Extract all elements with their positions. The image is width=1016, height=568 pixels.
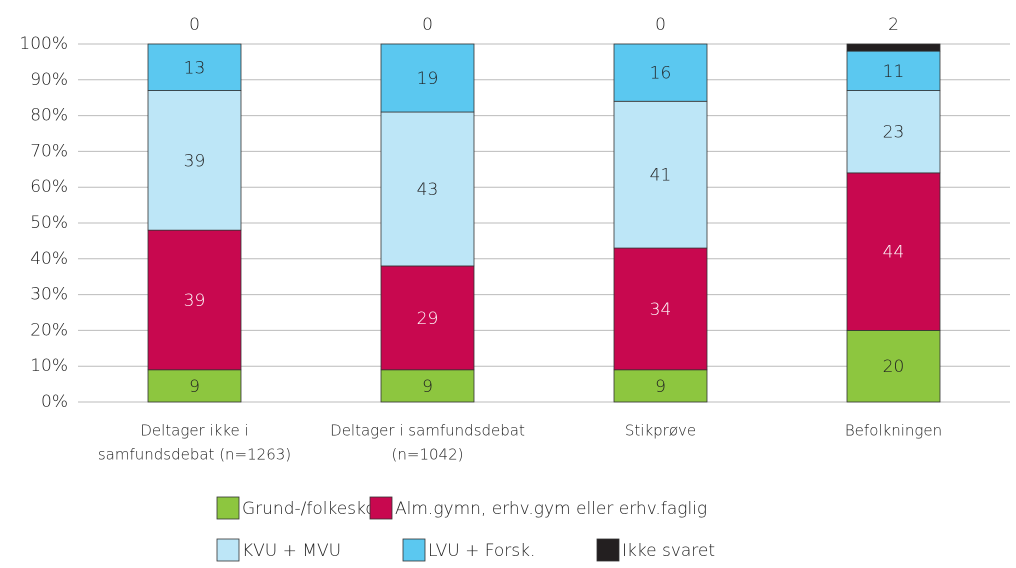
y-tick-label: 50% bbox=[30, 213, 68, 233]
bar-segment bbox=[846, 50, 941, 91]
bar-segment bbox=[846, 90, 941, 174]
bar-segment bbox=[147, 229, 242, 371]
bar-segment bbox=[380, 265, 475, 371]
data-label: 0 bbox=[422, 15, 433, 35]
y-tick-label: 10% bbox=[30, 356, 68, 376]
data-label: 16 bbox=[650, 64, 672, 84]
y-tick-label: 80% bbox=[30, 106, 68, 126]
legend-swatch bbox=[216, 496, 240, 520]
data-label: 2 bbox=[888, 15, 899, 35]
x-tick-label: samfundsdebat (n=1263) bbox=[98, 446, 291, 464]
legend-swatch bbox=[369, 496, 393, 520]
data-label: 41 bbox=[650, 166, 672, 186]
legend-label: LVU + Forsk. bbox=[428, 541, 535, 561]
x-tick-label: Stikprøve bbox=[625, 422, 696, 440]
data-label: 39 bbox=[184, 151, 206, 171]
bar-segment bbox=[613, 100, 708, 249]
bar-segment bbox=[147, 43, 242, 91]
bar-segment bbox=[613, 43, 708, 102]
y-tick-label: 20% bbox=[30, 320, 68, 340]
bar-segment bbox=[846, 329, 941, 403]
bar-segment bbox=[846, 43, 941, 52]
bar-segment bbox=[147, 90, 242, 231]
x-tick-label: Deltager ikke i bbox=[140, 422, 248, 440]
bar-segment bbox=[147, 369, 242, 403]
legend-label: KVU + MVU bbox=[242, 541, 341, 561]
y-tick-label: 90% bbox=[30, 70, 68, 90]
legend-label: Ikke svaret bbox=[622, 541, 715, 561]
data-label: 34 bbox=[650, 300, 672, 320]
data-label: 0 bbox=[189, 15, 200, 35]
y-tick-label: 0% bbox=[41, 392, 68, 412]
bar-segment bbox=[846, 172, 941, 331]
data-label: 39 bbox=[184, 291, 206, 311]
y-tick-label: 30% bbox=[30, 285, 68, 305]
legend-label: Alm.gymn, erhv.gym eller erhv.faglig bbox=[395, 499, 707, 519]
data-label: 9 bbox=[189, 377, 200, 397]
y-tick-label: 40% bbox=[30, 249, 68, 269]
data-label: 13 bbox=[184, 58, 206, 78]
data-label: 20 bbox=[883, 357, 905, 377]
x-tick-label: (n=1042) bbox=[392, 446, 464, 464]
bar-segment bbox=[380, 111, 475, 267]
legend-swatch bbox=[596, 538, 620, 562]
y-tick-label: 60% bbox=[30, 177, 68, 197]
data-label: 9 bbox=[422, 377, 433, 397]
y-tick-label: 100% bbox=[19, 34, 68, 54]
data-label: 0 bbox=[655, 15, 666, 35]
data-label: 9 bbox=[655, 377, 666, 397]
legend-swatch bbox=[216, 538, 240, 562]
bar-segment bbox=[380, 369, 475, 403]
data-label: 44 bbox=[883, 243, 905, 263]
y-tick-label: 70% bbox=[30, 141, 68, 161]
data-label: 23 bbox=[883, 123, 905, 143]
x-tick-label: Befolkningen bbox=[845, 422, 942, 440]
bar-segment bbox=[613, 369, 708, 403]
data-label: 29 bbox=[417, 309, 439, 329]
legend-swatch bbox=[402, 538, 426, 562]
data-label: 11 bbox=[883, 62, 905, 82]
data-label: 43 bbox=[417, 180, 439, 200]
x-tick-label: Deltager i samfundsdebat bbox=[330, 422, 525, 440]
legend-label: Grund-/folkeskole bbox=[242, 499, 391, 519]
bar-segment bbox=[380, 43, 475, 113]
bar-segment bbox=[613, 247, 708, 371]
data-label: 19 bbox=[417, 69, 439, 89]
